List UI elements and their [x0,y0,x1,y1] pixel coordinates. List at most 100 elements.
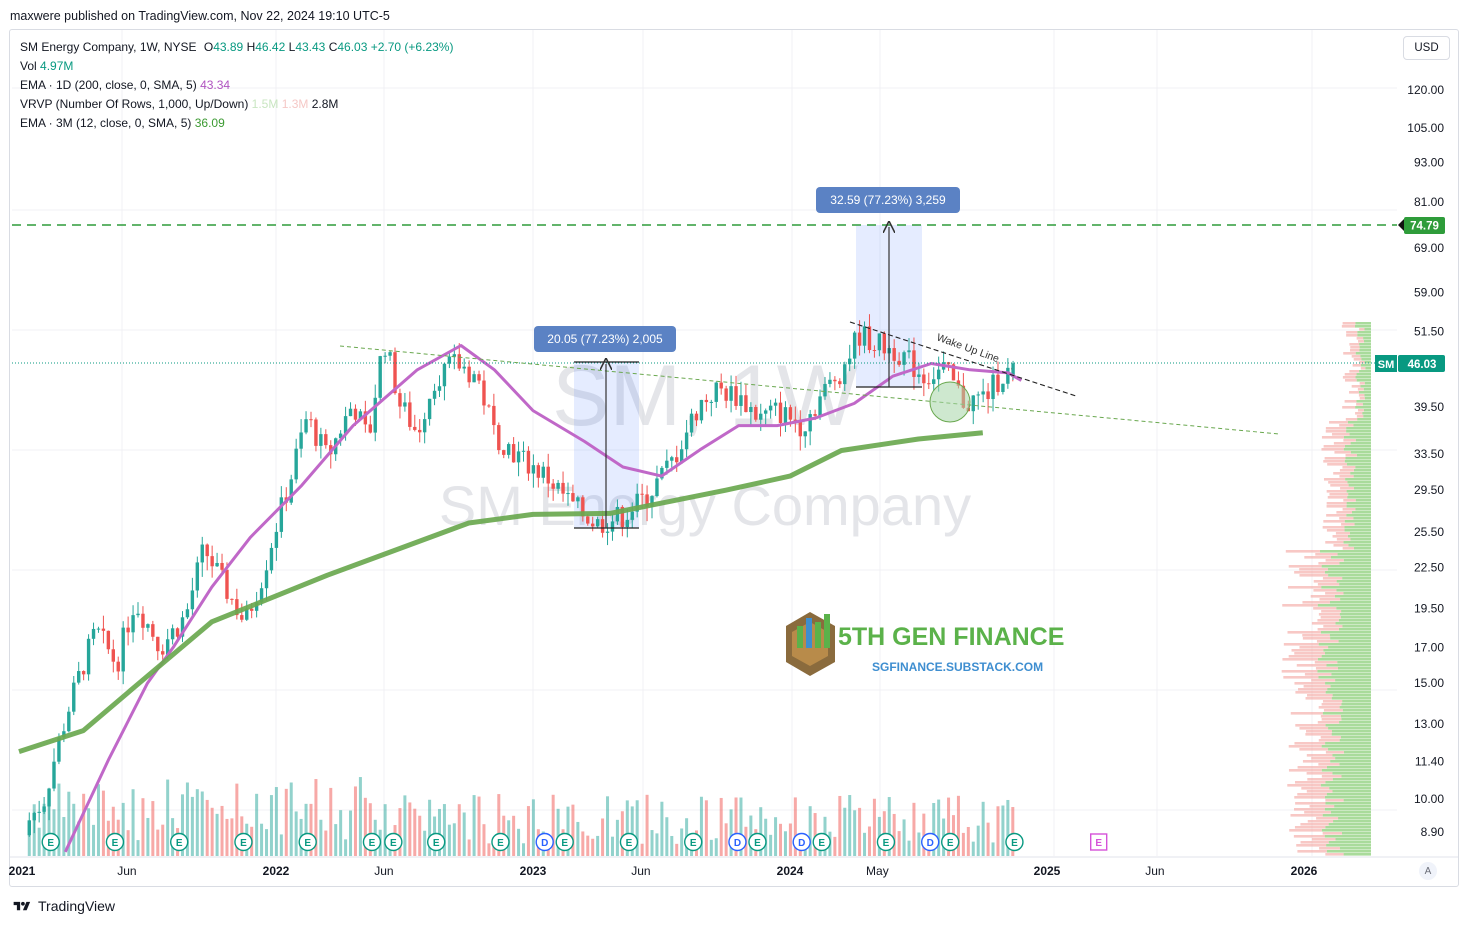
volume-profile-up-row [1346,427,1371,430]
chart-frame [9,29,1459,887]
legend-volume-row[interactable]: Vol 4.97M [20,57,453,76]
volume-bar [27,820,31,856]
volume-profile-down-row [1307,778,1333,781]
volume-profile-up-row [1351,511,1371,514]
auto-scale-button[interactable]: A [1419,862,1437,880]
volume-profile-up-row [1349,433,1371,436]
dividend-event-letter: D [541,838,548,849]
dividend-event-circle [728,832,747,852]
volume-profile-down-row [1322,832,1342,835]
legend-ema200-row[interactable]: EMA · 1D (200, close, 0, SMA, 5) 43.34 [20,76,453,95]
volume-profile-up-row [1321,565,1371,568]
volume-profile-down-row [1322,700,1343,703]
volume-profile-up-row [1328,646,1371,649]
candle-body [996,374,1000,393]
candle-body [225,569,229,599]
candle-body [482,380,486,406]
ohlc-o-label: O [203,40,214,54]
volume-profile-down-row [1342,406,1356,409]
time-tick-label: May [866,864,889,878]
volume-profile-up-row [1330,760,1371,763]
earnings-event-letter: E [369,838,376,849]
volume-profile-down-row [1294,652,1325,655]
event-markers[interactable]: E E E E E E E E E E E E E E E E ED D D D E [41,832,1108,852]
volume-bar [581,831,585,856]
volume-bar [793,797,797,856]
volume-profile-up-row [1336,607,1371,610]
tradingview-footer[interactable]: TradingView [11,898,115,914]
candle-body [927,383,931,385]
earnings-event-circle [169,832,189,852]
volume-profile-up-row [1363,340,1371,343]
volume-profile-down-row [1297,850,1327,853]
candle-body [62,731,66,738]
volume-profile-up-row [1359,370,1371,373]
candle-body [536,465,541,478]
legend-vrvp-row[interactable]: VRVP (Number Of Rows, 1,000, Up/Down) 1.… [20,95,453,114]
volume-profile-up-row [1360,385,1371,388]
candle-body [294,448,298,480]
volume-profile-down-row [1330,484,1349,487]
volume-profile-down-row [1320,715,1341,718]
volume-profile-up-row [1365,367,1371,370]
legend-ema12-row[interactable]: EMA · 3M (12, close, 0, SMA, 5) 36.09 [20,114,453,133]
volume-bar [610,836,614,856]
volume-bar [225,818,229,856]
measure-2023[interactable]: 20.05 (77.23%) 2,005 [534,326,676,529]
price-axis[interactable]: 120.00 105.00 93.00 81.00 69.00 59.00 51.50 39.… [1407,83,1444,839]
candle-body [161,651,165,655]
volume-profile-down-row [1331,433,1350,436]
volume-profile-up-row [1343,799,1371,802]
volume-bar [349,810,353,856]
measure-2024[interactable]: 32.59 (77.23%) 3,259 [816,187,960,388]
volume-bar [437,808,441,856]
candle-body [739,395,743,406]
volume-profile-up-row [1317,658,1371,661]
volume-profile-up-row [1332,790,1371,793]
currency-button[interactable]: USD [1403,36,1450,60]
volume-bar [260,823,264,856]
tradingview-logo-icon [13,901,31,910]
volume-profile-down-row [1318,562,1340,565]
earnings-event-letter: E [112,838,119,849]
volume-profile-up-row [1346,502,1371,505]
earnings-event-circle [384,832,403,852]
volume-profile-down-row [1294,682,1326,685]
legend-symbol-row[interactable]: SM Energy Company, 1W, NYSE O43.89 H46.4… [20,38,453,57]
volume-profile-up-row [1334,805,1371,808]
volume-bar [526,806,530,856]
candle-body [620,506,625,528]
volume-bar [363,797,367,856]
volume-profile-down-row [1350,346,1360,349]
volume-profile-down-row [1358,394,1365,397]
volume-profile-down-row [1290,814,1323,817]
candle-body [605,531,610,533]
volume-profile-up-row [1363,337,1371,340]
volume-profile-up-row [1350,472,1371,475]
volume-profile-up-row [1347,535,1371,538]
volume-profile-down-row [1325,751,1344,754]
volume-profile-up-row [1332,772,1371,775]
price-tick-label: 19.50 [1414,601,1444,615]
volume-bar [487,843,491,856]
volume-profile-down-row [1311,622,1336,625]
volume-bar [472,795,476,856]
volume-profile-down-row [1294,796,1325,799]
candle-body [556,482,560,489]
volume-profile-down-row [1343,352,1356,355]
volume-profile-up-row [1339,706,1371,709]
candle-body [343,416,348,434]
volume-bar [739,797,743,856]
volume-profile-down-row [1344,379,1357,382]
volume-bar [210,807,214,856]
time-axis[interactable]: 2021 Jun 2022 Jun 2023 Jun 2024 May 2025 Jun 2026 [9,864,1318,878]
candle-body [645,494,649,507]
volume-profile-down-row [1306,772,1333,775]
volume-profile-down-row [1295,802,1326,805]
highlight-circle [929,381,971,423]
volume-bar [358,777,362,856]
volume-profile-down-row [1300,841,1329,844]
volume-bar [151,801,155,856]
candle-body [245,608,249,620]
